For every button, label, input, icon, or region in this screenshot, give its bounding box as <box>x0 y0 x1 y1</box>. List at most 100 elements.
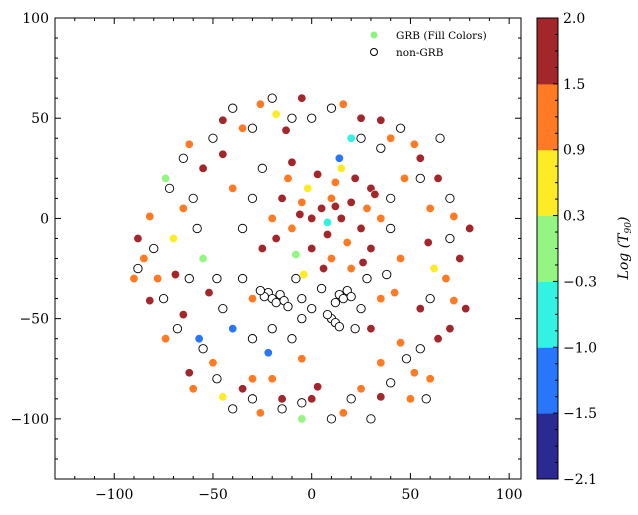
grb-point <box>178 310 188 320</box>
y-tick-label: 50 <box>31 111 49 127</box>
grb-point <box>307 213 317 223</box>
grb-point <box>376 294 386 304</box>
grb-point <box>336 163 346 173</box>
grb-point <box>238 123 248 133</box>
grb-point <box>317 203 327 213</box>
non-grb-point <box>297 314 307 324</box>
grb-point <box>433 334 443 344</box>
legend: GRB (Fill Colors) non-GRB <box>370 30 487 59</box>
grb-point <box>271 233 281 243</box>
non-grb-point <box>386 193 396 204</box>
grb-point <box>287 157 297 167</box>
non-grb-point <box>376 143 386 153</box>
non-grb-point <box>271 297 281 308</box>
grb-point <box>255 99 265 109</box>
grb-point <box>291 250 301 260</box>
grb-point <box>255 408 265 418</box>
non-grb-point <box>362 273 372 284</box>
grb-point <box>376 358 386 368</box>
grb-point <box>322 229 332 239</box>
x-tick-label: −50 <box>198 487 228 503</box>
grb-point <box>334 153 344 163</box>
grb-point <box>247 294 257 304</box>
non-grb-point <box>247 123 258 133</box>
grb-point <box>303 183 313 193</box>
grb-point <box>218 115 228 125</box>
grb-point <box>356 384 366 394</box>
grb-point <box>376 392 386 402</box>
grb-point <box>295 209 305 219</box>
non-grb-point <box>283 301 293 312</box>
non-grb-point <box>192 223 202 234</box>
grb-point <box>396 254 406 264</box>
grb-point <box>425 374 435 384</box>
y-tick-label: −100 <box>11 412 49 428</box>
grb-point <box>445 324 455 334</box>
axes: −100 −50 0 50 100 −100 −50 0 50 100 <box>11 11 523 503</box>
colorbar-label: Log (T90) <box>616 217 634 281</box>
non-grb-point <box>350 324 360 334</box>
grb-point <box>449 211 459 221</box>
non-grb-point <box>401 354 412 364</box>
colorbar-tick-label: 0.3 <box>563 209 585 225</box>
grb-point <box>465 223 475 233</box>
grb-point <box>338 99 348 109</box>
legend-label-grb: GRB (Fill Colors) <box>396 30 487 42</box>
grb-point <box>257 244 267 254</box>
grb-point <box>153 274 163 284</box>
grb-point <box>461 304 471 314</box>
grb-point <box>228 324 238 334</box>
grb-point <box>326 254 336 264</box>
non-grb-point <box>133 263 143 274</box>
grb-point <box>299 270 309 280</box>
non-grb-point <box>267 93 277 103</box>
grb-point <box>342 237 352 247</box>
non-grb-point <box>334 322 344 332</box>
grb-point <box>362 203 372 213</box>
colorbar-tick-label: 1.5 <box>563 77 585 93</box>
grb-point <box>346 197 356 207</box>
legend-label-non-grb: non-GRB <box>396 47 444 59</box>
grb-point <box>358 258 368 268</box>
non-grb-point <box>445 233 455 244</box>
grb-point <box>455 254 465 264</box>
non-grb-point <box>356 303 366 314</box>
colorbar-tick-label: 0.9 <box>563 143 585 159</box>
non-grb-point <box>330 297 341 308</box>
grb-point <box>330 177 340 187</box>
colorbar-tick-label: 2.0 <box>563 11 585 27</box>
non-grb-point <box>247 334 258 344</box>
colorbar: −2.1 −1.5 −1.0 −0.3 0.3 0.9 1.5 2.0 <box>536 11 597 488</box>
non-grb-point <box>212 273 222 284</box>
non-grb-point <box>382 269 392 280</box>
non-grb-point <box>237 223 248 234</box>
grb-point <box>409 368 419 378</box>
non-grb-point <box>178 153 188 163</box>
grb-point <box>376 115 386 125</box>
x-tick-label: −100 <box>95 487 133 503</box>
non-grb-point <box>247 193 258 204</box>
grb-point <box>376 213 386 223</box>
grb-point <box>415 304 425 314</box>
grb-point <box>277 394 287 404</box>
grb-point <box>247 374 257 384</box>
colorbar-segment <box>537 215 558 282</box>
non-grb-point <box>322 309 333 320</box>
non-grb-point <box>346 394 356 404</box>
non-grb-point <box>415 173 425 183</box>
non-grb-point <box>326 414 337 424</box>
grb-point <box>267 374 277 384</box>
non-grb-point <box>435 133 445 143</box>
non-grb-point <box>208 133 218 143</box>
grb-point <box>178 203 188 213</box>
non-grb-point <box>184 273 194 284</box>
grb-point <box>198 254 208 264</box>
non-grb-point <box>291 273 301 284</box>
non-grb-point <box>415 344 425 354</box>
grb-point <box>330 201 340 211</box>
colorbar-tick-label: −1.0 <box>563 340 597 356</box>
grb-point <box>204 288 214 298</box>
grb-point <box>133 233 143 243</box>
legend-marker-grb <box>370 31 378 39</box>
grb-point <box>161 173 171 183</box>
